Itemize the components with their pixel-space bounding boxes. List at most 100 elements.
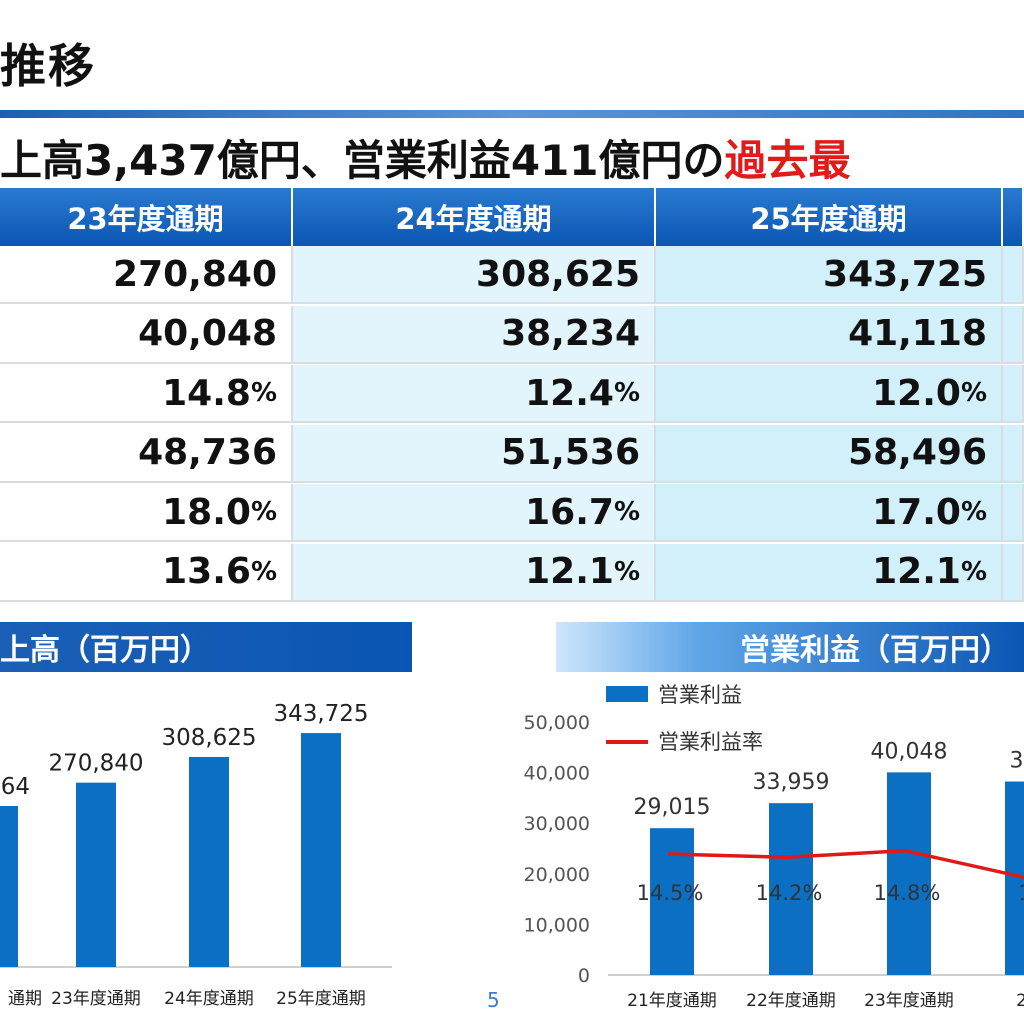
page-number: 5 bbox=[487, 988, 500, 1012]
line-data-label: 14.8% bbox=[874, 881, 941, 905]
y-tick-label: 20,000 bbox=[524, 864, 590, 886]
kpi-table: 23年度通期 24年度通期 25年度通期 270,840 308,625 343,725 4… bbox=[0, 188, 1024, 603]
cell-value: 40,048 bbox=[138, 313, 277, 354]
bar bbox=[769, 803, 813, 975]
y-tick-label: 40,000 bbox=[524, 763, 590, 785]
cell-value: 12.4 bbox=[525, 372, 614, 414]
bar-data-label: 40,048 bbox=[871, 739, 948, 764]
cell-value: 51,536 bbox=[501, 432, 640, 473]
cell-value: 38,234 bbox=[501, 313, 640, 354]
table-cell: 12.4% bbox=[293, 365, 656, 423]
cell-value: 17.0 bbox=[872, 491, 961, 533]
bar bbox=[189, 756, 229, 967]
data-label: 308,625 bbox=[161, 725, 256, 751]
cell-value: 48,736 bbox=[138, 432, 277, 473]
sales-chart-header: 上高（百万円） bbox=[0, 622, 412, 672]
y-tick-label: 10,000 bbox=[524, 914, 590, 936]
y-tick-label: 30,000 bbox=[524, 813, 590, 835]
percent-suffix: % bbox=[613, 378, 640, 408]
y-tick-label: 50,000 bbox=[524, 712, 590, 734]
data-label: 564 bbox=[0, 774, 30, 800]
column-header: 23年度通期 bbox=[0, 188, 293, 246]
cell-value: 270,840 bbox=[113, 253, 277, 295]
table-cell: 18.0% bbox=[0, 484, 293, 542]
cell-value: 12.0 bbox=[872, 372, 961, 414]
legend-label: 営業利益率 bbox=[658, 730, 763, 754]
bar-data-label: 29,015 bbox=[634, 795, 711, 820]
y-tick-label: 0 bbox=[578, 965, 590, 987]
x-tick-label: 23年度通期 bbox=[51, 989, 141, 1009]
operating-profit-chart-title: 営業利益（百万円） bbox=[740, 633, 1010, 668]
line-data-label: 12. bbox=[1018, 881, 1024, 905]
table-cell: 12.0% bbox=[656, 365, 1003, 423]
percent-suffix: % bbox=[960, 497, 987, 527]
headline-text: 上高3,437億円、営業利益411億円の bbox=[0, 136, 725, 185]
cell-value: 308,625 bbox=[476, 253, 640, 295]
bar-data-label: 33,959 bbox=[753, 770, 830, 795]
cell-value: 12.1 bbox=[525, 551, 614, 592]
cell-value: 12.1 bbox=[872, 551, 961, 592]
page-title: 推移 bbox=[0, 39, 96, 93]
percent-suffix: % bbox=[960, 556, 987, 587]
legend-bar-swatch bbox=[606, 686, 648, 702]
data-label: 270,840 bbox=[48, 751, 143, 777]
cell-value: 343,725 bbox=[823, 253, 987, 295]
line-data-label: 14.5% bbox=[637, 881, 704, 905]
percent-suffix: % bbox=[613, 556, 640, 587]
cell-value: 58,496 bbox=[848, 432, 987, 473]
cell-value: 18.0 bbox=[162, 491, 251, 533]
cell-value: 16.7 bbox=[525, 491, 614, 533]
column-header-cut bbox=[1003, 188, 1024, 246]
percent-suffix: % bbox=[613, 497, 640, 527]
bar bbox=[887, 772, 931, 975]
table-cell-cut bbox=[1003, 484, 1024, 542]
percent-suffix: % bbox=[960, 378, 987, 408]
table-cell: 13.6% bbox=[0, 543, 293, 602]
table-cell: 12.1% bbox=[656, 543, 1003, 602]
operating-profit-chart: 0 10,000 20,000 30,000 40,000 50,000 29,015 21年… bbox=[524, 683, 1024, 1011]
percent-suffix: % bbox=[250, 378, 277, 408]
table-cell: 12.1% bbox=[293, 543, 656, 602]
table-cell: 17.0% bbox=[656, 484, 1003, 542]
legend-label: 営業利益 bbox=[658, 683, 742, 707]
x-tick-label: 24 bbox=[1016, 991, 1024, 1011]
bar bbox=[301, 733, 341, 967]
table-cell: 58,496 bbox=[656, 424, 1003, 483]
x-tick-label: 25年度通期 bbox=[276, 989, 366, 1009]
x-tick-label: 21年度通期 bbox=[627, 991, 717, 1011]
cell-value: 13.6 bbox=[162, 551, 251, 592]
table-cell: 48,736 bbox=[0, 424, 293, 483]
cell-value: 14.8 bbox=[162, 372, 251, 414]
table-cell: 308,625 bbox=[293, 246, 656, 304]
table-cell: 14.8% bbox=[0, 365, 293, 423]
data-label: 343,725 bbox=[273, 701, 368, 727]
table-cell: 16.7% bbox=[293, 484, 656, 542]
x-tick-label: 通期 bbox=[8, 989, 42, 1009]
table-cell-cut bbox=[1003, 246, 1024, 304]
operating-profit-chart-header: 営業利益（百万円） bbox=[556, 622, 1024, 672]
sales-chart-title: 上高（百万円） bbox=[0, 633, 210, 668]
bar bbox=[76, 782, 116, 967]
table-cell: 343,725 bbox=[656, 246, 1003, 304]
table-cell: 51,536 bbox=[293, 424, 656, 483]
bar-data-label: 38, bbox=[1010, 749, 1024, 774]
sales-chart: 564 通期 270,840 23年度通期 308,625 24年度通期 343,725 25… bbox=[0, 701, 392, 1009]
x-tick-label: 23年度通期 bbox=[864, 991, 954, 1011]
table-cell-cut bbox=[1003, 543, 1024, 602]
x-tick-label: 24年度通期 bbox=[164, 989, 254, 1009]
margin-line bbox=[667, 848, 1024, 880]
table-cell-cut bbox=[1003, 424, 1024, 483]
column-header: 24年度通期 bbox=[293, 188, 656, 246]
bar bbox=[1005, 781, 1024, 975]
cell-value: 41,118 bbox=[848, 313, 987, 354]
table-cell: 270,840 bbox=[0, 246, 293, 304]
percent-suffix: % bbox=[250, 497, 277, 527]
line-data-label: 14.2% bbox=[756, 881, 823, 905]
column-header: 25年度通期 bbox=[656, 188, 1003, 246]
table-cell: 40,048 bbox=[0, 305, 293, 364]
headline-highlight: 過去最 bbox=[724, 136, 851, 185]
bar bbox=[0, 806, 18, 967]
table-cell-cut bbox=[1003, 305, 1024, 364]
table-cell: 41,118 bbox=[656, 305, 1003, 364]
headline: 上高3,437億円、営業利益411億円の過去最 bbox=[0, 127, 851, 188]
